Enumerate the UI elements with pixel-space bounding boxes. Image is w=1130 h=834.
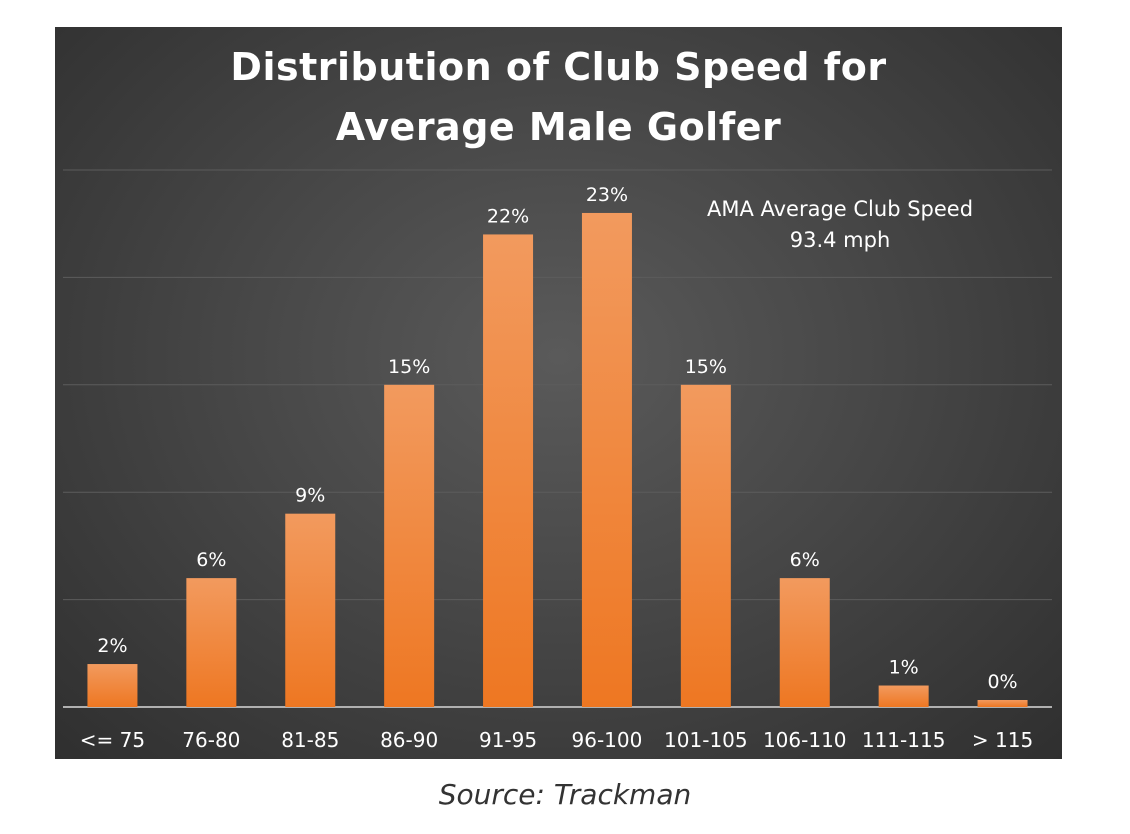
x-tick-label: 86-90 (380, 728, 438, 752)
bar-86-90 (384, 384, 435, 707)
average-annotation-line-1: AMA Average Club Speed (706, 197, 974, 221)
average-annotation-line-2: 93.4 mph (789, 228, 891, 252)
bar-81-85 (285, 513, 336, 707)
x-tick-label: 91-95 (479, 728, 537, 752)
bar-value-label: 0% (987, 671, 1017, 693)
source-caption: Source: Trackman (438, 778, 692, 811)
x-tick-label: > 115 (972, 728, 1033, 752)
x-tick-label: 81-85 (281, 728, 339, 752)
x-tick-label: 111-115 (862, 728, 946, 752)
bar-76-80 (186, 578, 237, 707)
bar-value-label: 1% (889, 657, 919, 679)
x-tick-label: 101-105 (664, 728, 748, 752)
bar-value-label: 22% (487, 205, 529, 227)
bar--115 (977, 700, 1028, 707)
bar-value-label: 15% (685, 356, 727, 378)
bar-chart: 2% 6% 9% 15% 22% 23% 15% 6% 1% 0% <= 75 76-80 81-85… (63, 169, 1052, 752)
bar--75 (87, 664, 138, 707)
bar-101-105 (680, 384, 731, 707)
x-tick-label: <= 75 (80, 728, 145, 752)
bar-91-95 (483, 234, 534, 707)
bar-106-110 (779, 578, 830, 707)
bar-value-label: 15% (388, 356, 430, 378)
x-tick-label: 96-100 (572, 728, 643, 752)
bar-value-label: 23% (586, 184, 628, 206)
bar-value-label: 9% (295, 485, 325, 507)
chart-title-line-2: Average Male Golfer (335, 105, 782, 149)
chart-title-line-1: Distribution of Club Speed for (230, 45, 887, 89)
bar-96-100 (581, 212, 632, 707)
chart-panel: Distribution of Club Speed for Average M… (55, 27, 1062, 759)
bar-value-label: 6% (790, 549, 820, 571)
bar-value-label: 2% (97, 635, 127, 657)
bar-111-115 (878, 685, 929, 707)
bar-value-label: 6% (196, 549, 226, 571)
x-tick-label: 106-110 (763, 728, 847, 752)
x-tick-label: 76-80 (182, 728, 240, 752)
